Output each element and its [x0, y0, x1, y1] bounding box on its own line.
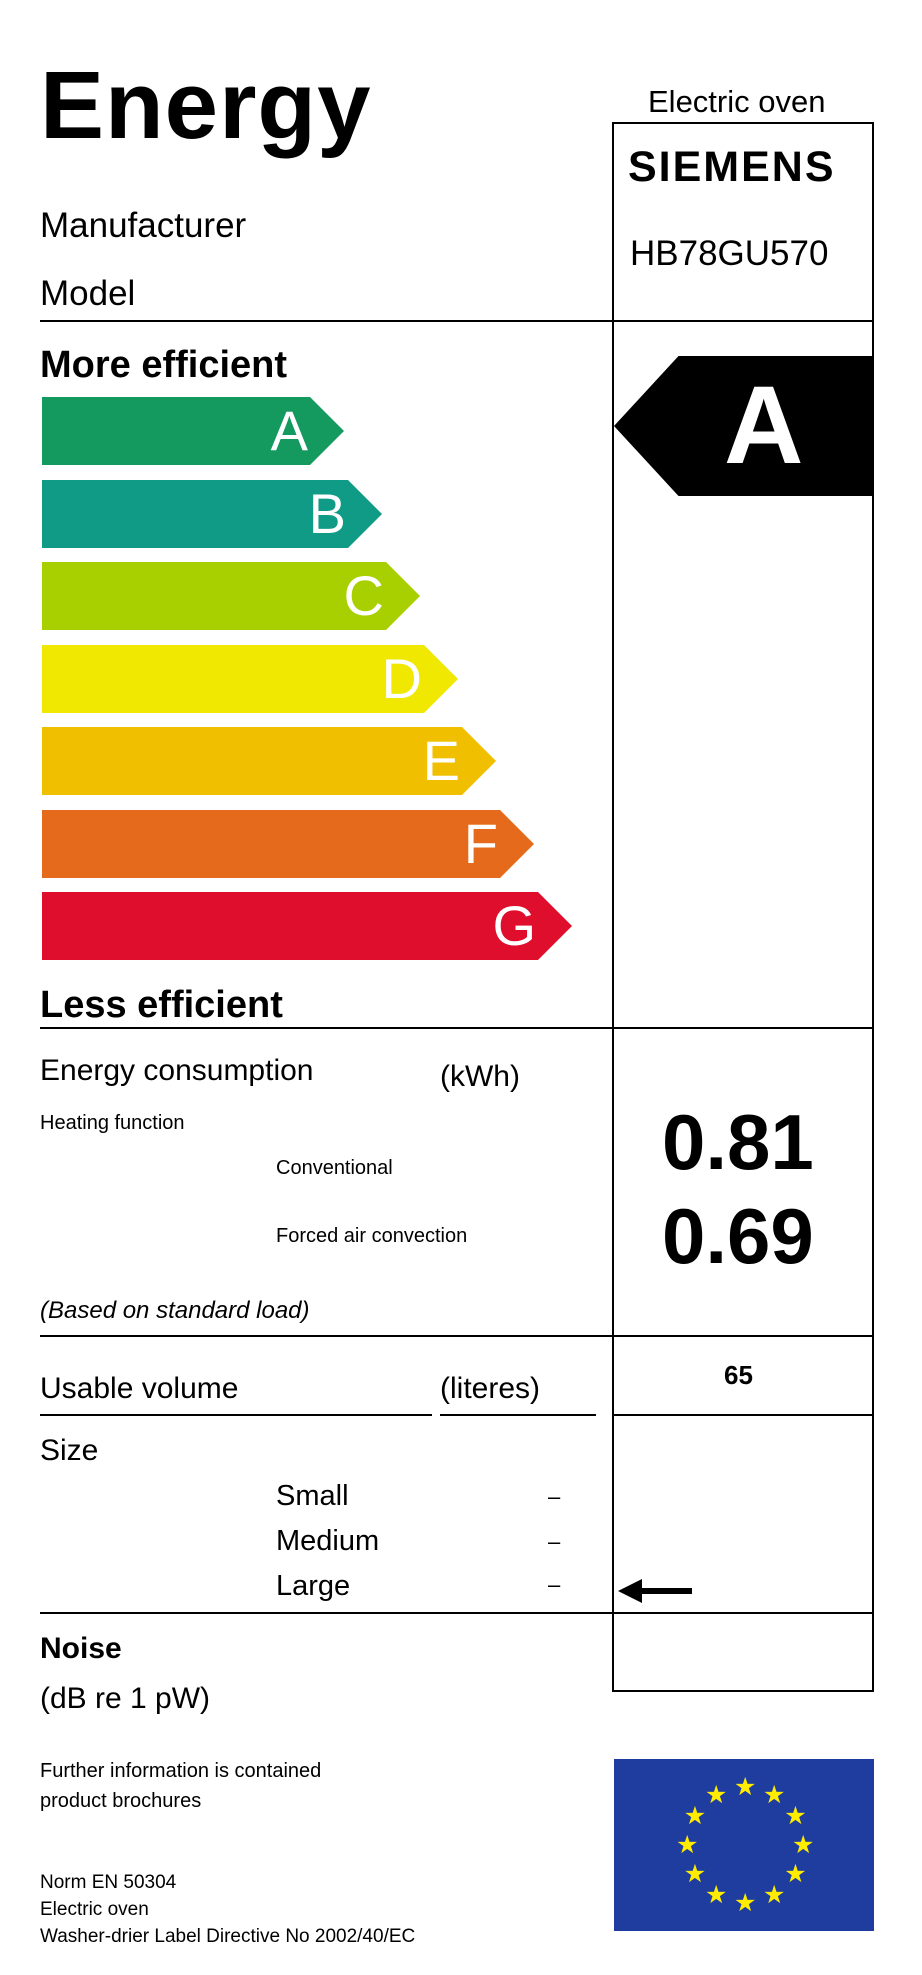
info-line-2: product brochures [40, 1790, 202, 1812]
efficiency-bar-d: D [42, 645, 458, 713]
eu-star-icon: ★ [792, 1831, 815, 1859]
eu-star-icon: ★ [784, 1802, 807, 1830]
model-label: Model [40, 274, 136, 313]
efficiency-bar-letter: B [308, 482, 346, 545]
info-line-1: Further information is contained [40, 1760, 322, 1782]
less-efficient-label: Less efficient [40, 984, 283, 1026]
size-small-label: Small [276, 1480, 349, 1512]
divider-volume-left [40, 1414, 432, 1416]
eu-star-icon: ★ [683, 1860, 707, 1888]
size-small-mark: – [548, 1484, 561, 1509]
efficiency-bar-f: F [42, 810, 534, 878]
eu-star-icon: ★ [683, 1802, 707, 1830]
divider-volume-mid [440, 1414, 596, 1416]
divider-energy [40, 1335, 874, 1337]
energy-consumption-label: Energy consumption [40, 1054, 314, 1087]
conventional-value: 0.81 [662, 1098, 814, 1186]
efficiency-bar-b: B [42, 480, 382, 548]
rating-arrow: A [614, 356, 872, 496]
efficiency-bar-e: E [42, 727, 496, 795]
noise-box-bottom [612, 1690, 874, 1692]
standard-load-note: (Based on standard load) [40, 1297, 310, 1324]
heating-function-label: Heating function [40, 1112, 185, 1134]
noise-unit: (dB re 1 pW) [40, 1682, 211, 1715]
eu-flag: ★ ★ ★ ★ ★ ★ ★ ★ ★ ★ ★ ★ [614, 1759, 874, 1931]
volume-unit: (literes) [440, 1372, 541, 1405]
divider-scale [40, 1027, 874, 1029]
efficiency-bar-letter: A [270, 399, 308, 462]
conventional-label: Conventional [276, 1157, 393, 1179]
model-value: HB78GU570 [630, 234, 829, 273]
efficiency-bar-g: G [42, 892, 572, 960]
size-large-mark: – [548, 1572, 561, 1597]
eu-star-icon: ★ [784, 1860, 807, 1888]
more-efficient-label: More efficient [40, 344, 288, 386]
eu-star-icon: ★ [676, 1831, 699, 1859]
eu-star-icon: ★ [763, 1780, 786, 1809]
volume-value: 65 [724, 1360, 753, 1390]
size-large-label: Large [276, 1570, 351, 1602]
eu-star-icon: ★ [705, 1881, 728, 1910]
right-column-right-border [872, 122, 874, 1692]
eu-star-icon: ★ [734, 1889, 757, 1917]
size-medium-mark: – [548, 1529, 561, 1554]
eu-star-icon: ★ [705, 1780, 728, 1809]
efficiency-bar-letter: F [463, 812, 498, 875]
manufacturer-label: Manufacturer [40, 206, 247, 245]
divider-size [40, 1612, 874, 1614]
eu-star-icon: ★ [734, 1773, 757, 1801]
header-box-top [612, 122, 874, 124]
efficiency-bar-a: A [42, 397, 344, 465]
brand-logo: SIEMENS [628, 143, 836, 191]
eu-star-icon: ★ [763, 1881, 786, 1910]
divider-volume-right [612, 1414, 874, 1416]
size-indicator-arrow-icon [618, 1579, 692, 1603]
efficiency-bar-letter: E [422, 729, 460, 792]
directive-line: Washer-drier Label Directive No 2002/40/… [40, 1926, 416, 1947]
efficiency-bar-letter: G [492, 894, 536, 957]
label-title: Energy [40, 52, 372, 159]
forced-air-value: 0.69 [662, 1192, 814, 1280]
forced-air-label: Forced air convection [276, 1225, 468, 1247]
efficiency-bar-letter: D [381, 647, 422, 710]
size-medium-label: Medium [276, 1525, 380, 1557]
efficiency-bar-c: C [42, 562, 420, 630]
noise-label: Noise [40, 1632, 122, 1665]
right-column-left-border [612, 122, 614, 1692]
usable-volume-label: Usable volume [40, 1372, 239, 1405]
appliance-line: Electric oven [40, 1899, 149, 1920]
norm-line: Norm EN 50304 [40, 1872, 177, 1893]
energy-unit: (kWh) [440, 1060, 520, 1093]
divider-header [40, 320, 874, 322]
rating-letter: A [724, 364, 804, 487]
appliance-type: Electric oven [648, 84, 826, 119]
efficiency-bar-letter: C [343, 564, 384, 627]
size-label: Size [40, 1434, 99, 1467]
